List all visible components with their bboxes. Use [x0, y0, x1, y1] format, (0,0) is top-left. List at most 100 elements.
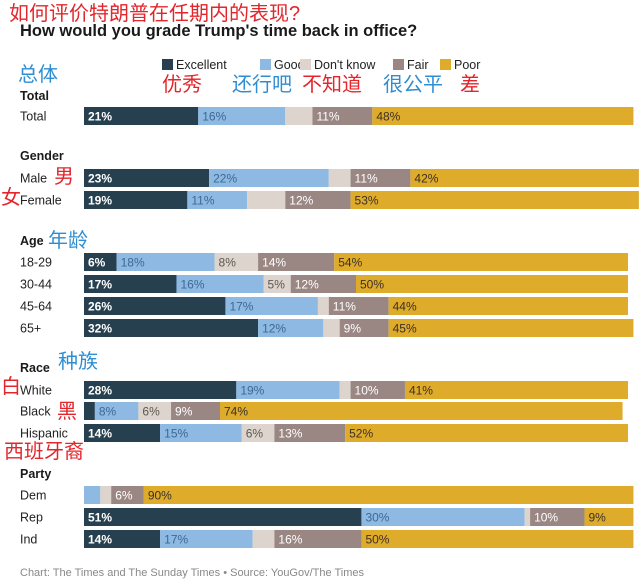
- bar-value-label: 9%: [344, 322, 362, 336]
- bar-value-label: 18%: [121, 256, 145, 270]
- bar-segment: [410, 169, 639, 187]
- row-label: 65+: [20, 322, 41, 336]
- group-header: Total: [20, 89, 49, 103]
- legend-label-0: Excellent: [176, 58, 227, 72]
- row-label-cn: 黑: [57, 401, 77, 423]
- bar-segment: [328, 169, 351, 187]
- bar-segment: [143, 486, 634, 504]
- bar-value-label: 42%: [414, 172, 438, 186]
- bar-segment: [84, 297, 226, 315]
- bar-segment: [84, 508, 362, 526]
- bar-value-label: 21%: [88, 110, 112, 124]
- bar-value-label: 30%: [365, 511, 389, 525]
- bar-segment: [116, 253, 215, 271]
- row-label: Male: [20, 172, 47, 186]
- bar-segment: [84, 530, 161, 548]
- row-label: 18-29: [20, 256, 52, 270]
- bar-segment: [356, 275, 628, 293]
- bar-segment: [334, 253, 628, 271]
- row-label: Hispanic: [20, 427, 68, 441]
- bar-segment: [285, 107, 313, 125]
- bar-value-label: 10%: [534, 511, 558, 525]
- bar-value-label: 5%: [268, 278, 286, 292]
- bar-segment: [274, 530, 362, 548]
- bar-segment: [258, 319, 324, 337]
- row-label: Dem: [20, 489, 46, 503]
- legend-label-cn-3: 很公平: [383, 73, 443, 96]
- bar-segment: [84, 253, 117, 271]
- bar-value-label: 11%: [191, 194, 214, 208]
- legend-swatch-3: [393, 59, 404, 70]
- row-label: 45-64: [20, 300, 52, 314]
- group-header: Party: [20, 467, 51, 481]
- group-header-cn: 总体: [18, 63, 58, 86]
- bar-segment: [584, 508, 634, 526]
- bar-value-label: 45%: [393, 322, 417, 336]
- legend-label-4: Poor: [454, 58, 480, 72]
- bar-segment: [290, 275, 356, 293]
- bar-segment: [84, 169, 210, 187]
- bar-segment: [372, 107, 634, 125]
- bar-value-label: 12%: [295, 278, 319, 292]
- bar-value-label: 6%: [88, 256, 106, 270]
- bar-value-label: 16%: [180, 278, 204, 292]
- bar-value-label: 28%: [88, 384, 112, 398]
- bar-value-label: 44%: [393, 300, 417, 314]
- bar-segment: [138, 402, 172, 420]
- legend-swatch-1: [260, 59, 271, 70]
- chart-title: How would you grade Trump's time back in…: [20, 22, 417, 40]
- bar-segment: [198, 107, 286, 125]
- row-label: White: [20, 384, 52, 398]
- bar-value-label: 11%: [316, 110, 339, 124]
- group-header-cn: 年龄: [48, 229, 88, 252]
- chart-rows: Total 总体 Total 21% 16% 11% 48% Gender Male 男 23% 22…: [1, 63, 639, 548]
- bar-segment: [345, 424, 628, 442]
- bar-segment: [263, 275, 291, 293]
- legend-label-3: Fair: [407, 58, 429, 72]
- bar-value-label: 11%: [333, 300, 356, 314]
- bar-segment: [84, 424, 161, 442]
- bar-value-label: 8%: [99, 405, 117, 419]
- bar-value-label: 16%: [278, 533, 302, 547]
- row-label-cn: 女: [1, 186, 21, 209]
- bar-value-label: 13%: [278, 427, 302, 441]
- bar-segment: [339, 381, 351, 399]
- legend-swatch-2: [300, 59, 311, 70]
- bar-segment: [361, 508, 525, 526]
- bar-segment: [361, 530, 634, 548]
- bar-segment: [317, 297, 329, 315]
- bar-segment: [225, 297, 318, 315]
- bar-segment: [84, 107, 199, 125]
- bar-segment: [274, 424, 346, 442]
- row-label-cn: 西班牙裔: [4, 440, 84, 463]
- row-label: 30-44: [20, 278, 52, 292]
- bar-value-label: 16%: [202, 110, 226, 124]
- bar-segment: [84, 381, 237, 399]
- bar-segment: [258, 253, 335, 271]
- bar-segment: [84, 319, 259, 337]
- bar-segment: [388, 297, 628, 315]
- bar-value-label: 52%: [349, 427, 373, 441]
- bar-value-label: 17%: [229, 300, 253, 314]
- bar-value-label: 19%: [240, 384, 264, 398]
- bar-segment: [241, 424, 275, 442]
- bar-value-label: 6%: [246, 427, 264, 441]
- row-label: Black: [20, 405, 51, 419]
- bar-value-label: 23%: [88, 172, 112, 186]
- bar-segment: [220, 402, 623, 420]
- bar-segment: [236, 381, 340, 399]
- legend-label-2: Don't know: [314, 58, 376, 72]
- legend-label-cn-2: 不知道: [302, 73, 362, 96]
- chart-source: Chart: The Times and The Sunday Times • …: [20, 567, 365, 579]
- row-label: Rep: [20, 511, 43, 525]
- bar-segment: [84, 191, 188, 209]
- bar-value-label: 90%: [148, 489, 172, 503]
- legend-label-cn-0: 优秀: [162, 73, 202, 96]
- bar-segment: [339, 319, 389, 337]
- bar-value-label: 14%: [88, 533, 112, 547]
- bar-segment: [323, 319, 340, 337]
- bar-value-label: 50%: [365, 533, 389, 547]
- bar-segment: [171, 402, 220, 420]
- bar-value-label: 11%: [355, 172, 378, 186]
